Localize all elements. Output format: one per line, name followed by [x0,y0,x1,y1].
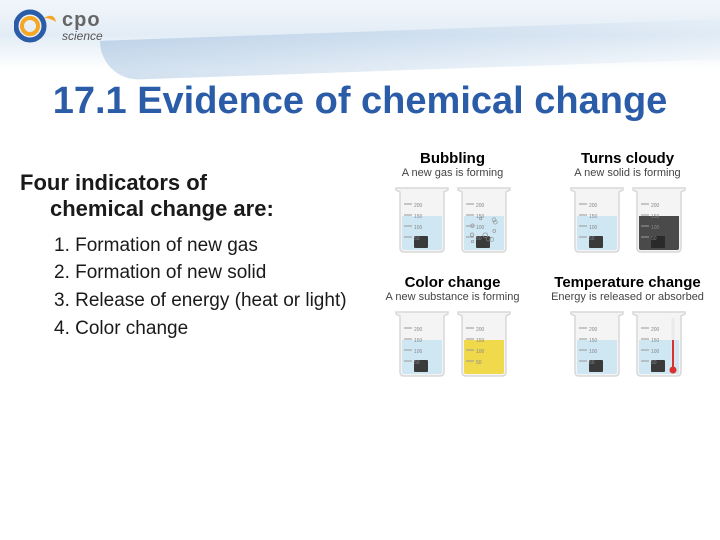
diagram-cell: BubblingA new gas is forming 200 150 100 50… [370,150,535,256]
logo-brand-bottom: science [62,30,103,42]
subheading-line: Four indicators of [20,170,360,196]
beaker-before-icon: 200 150 100 50 [394,310,450,380]
diagram-subtitle: A new gas is forming [370,167,535,180]
diagram-title: Temperature change [545,274,710,291]
beaker-after-icon: 200 150 100 50 [456,310,512,380]
svg-text:50: 50 [651,360,657,366]
indicator-list: 1. Formation of new gas2. Formation of n… [20,233,360,342]
beaker-before-icon: 200 150 100 50 [569,310,625,380]
svg-text:150: 150 [589,338,598,344]
svg-text:100: 100 [476,225,485,231]
beaker-before-icon: 200 150 100 50 [394,186,450,256]
svg-text:200: 200 [651,203,660,209]
svg-text:150: 150 [414,214,423,220]
svg-text:150: 150 [414,338,423,344]
diagram-title: Bubbling [370,150,535,167]
indicator-item: 2. Formation of new solid [54,260,360,286]
svg-text:150: 150 [589,214,598,220]
svg-text:200: 200 [476,203,485,209]
svg-text:50: 50 [589,236,595,242]
beaker-row: 200 150 100 50 200 150 100 50 [545,186,710,256]
svg-text:50: 50 [414,236,420,242]
svg-text:200: 200 [476,327,485,333]
svg-text:200: 200 [589,203,598,209]
logo-mark-icon [14,8,58,44]
diagram-subtitle: Energy is released or absorbed [545,291,710,304]
svg-text:50: 50 [476,360,482,366]
diagram-cell: Color changeA new substance is forming 2… [370,274,535,380]
content-block: Four indicators of chemical change are: … [20,170,360,343]
svg-text:50: 50 [414,360,420,366]
svg-text:50: 50 [651,236,657,242]
svg-text:100: 100 [476,349,485,355]
indicator-item: 1. Formation of new gas [54,233,360,259]
beaker-after-icon: 200 150 100 50 [631,186,687,256]
beaker-before-icon: 200 150 100 50 [569,186,625,256]
subheading: Four indicators of chemical change are: [20,170,360,223]
indicator-item: 3. Release of energy (heat or light) [54,288,360,314]
svg-text:50: 50 [476,236,482,242]
logo-text: cpo science [62,10,103,42]
diagram-cell: Turns cloudyA new solid is forming 200 15… [545,150,710,256]
diagram-title: Color change [370,274,535,291]
svg-text:150: 150 [651,214,660,220]
svg-text:100: 100 [651,225,660,231]
indicator-item: 4. Color change [54,316,360,342]
diagram-title: Turns cloudy [545,150,710,167]
svg-text:200: 200 [414,203,423,209]
svg-text:150: 150 [651,338,660,344]
svg-text:200: 200 [589,327,598,333]
svg-text:50: 50 [589,360,595,366]
svg-text:100: 100 [414,225,423,231]
svg-text:100: 100 [589,225,598,231]
diagram-grid: BubblingA new gas is forming 200 150 100 50… [370,150,710,380]
logo-brand-top: cpo [62,10,103,30]
svg-text:150: 150 [476,338,485,344]
page-title: 17.1 Evidence of chemical change [0,80,720,123]
svg-text:100: 100 [589,349,598,355]
beaker-after-icon: 200 150 100 50 [631,310,687,380]
beaker-row: 200 150 100 50 200 150 100 50 [370,186,535,256]
svg-text:200: 200 [651,327,660,333]
beaker-row: 200 150 100 50 200 150 100 50 [545,310,710,380]
beaker-after-icon: 200 150 100 50 [456,186,512,256]
svg-text:200: 200 [414,327,423,333]
subheading-line: chemical change are: [20,196,360,222]
beaker-row: 200 150 100 50 200 150 100 50 [370,310,535,380]
svg-text:100: 100 [651,349,660,355]
svg-text:100: 100 [414,349,423,355]
diagram-subtitle: A new solid is forming [545,167,710,180]
diagram-cell: Temperature changeEnergy is released or … [545,274,710,380]
diagram-subtitle: A new substance is forming [370,291,535,304]
logo: cpo science [14,8,103,44]
svg-text:150: 150 [476,214,485,220]
